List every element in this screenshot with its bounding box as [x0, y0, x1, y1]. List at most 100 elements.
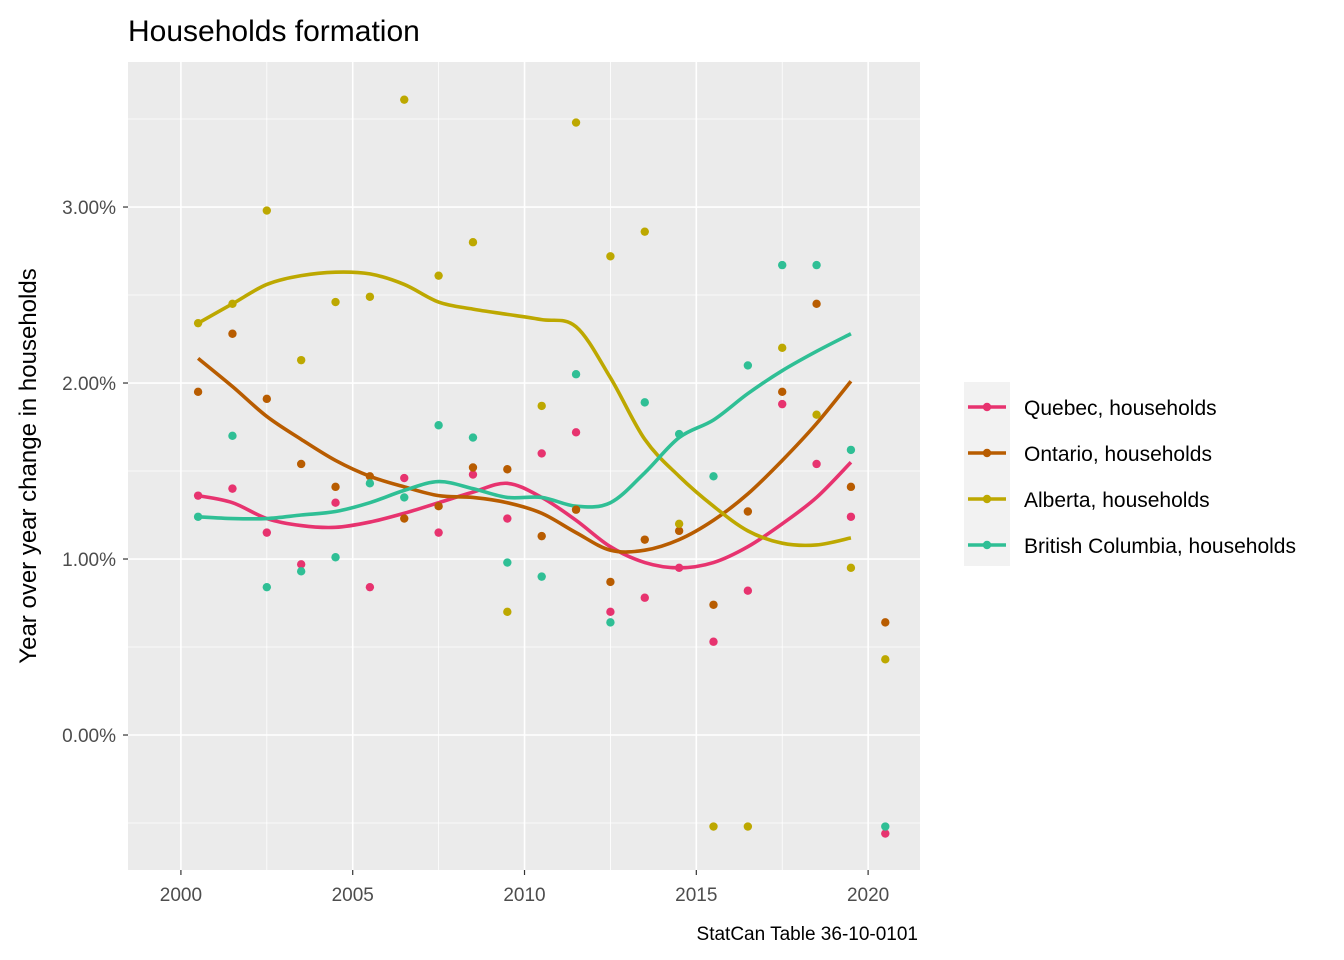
y-axis: 0.00% 1.00% 2.00% 3.00% [62, 198, 128, 747]
point-quebec [365, 582, 375, 592]
legend-key-point-ontario [982, 448, 992, 458]
point-alberta [674, 519, 684, 529]
legend-label-alberta: Alberta, households [1024, 489, 1210, 512]
point-quebec [846, 512, 856, 521]
point-british-columbia [709, 472, 718, 481]
point-alberta [262, 206, 272, 215]
legend: Quebec, households Ontario, households Alb… [964, 382, 1296, 566]
smooth-line-quebec [197, 460, 853, 570]
point-ontario [468, 463, 478, 472]
point-alberta [296, 355, 306, 365]
point-british-columbia [331, 553, 340, 562]
point-ontario [881, 618, 890, 627]
point-alberta [400, 95, 409, 104]
point-alberta [709, 822, 718, 831]
point-ontario [846, 482, 856, 492]
y-axis-label: Year over year change in households [15, 268, 42, 663]
point-ontario [537, 531, 546, 541]
smooth-lines [196, 270, 853, 570]
point-british-columbia [846, 445, 856, 455]
legend-key-point-quebec [982, 402, 992, 412]
y-tick-label: 0.00% [62, 726, 116, 747]
point-british-columbia [743, 361, 753, 370]
point-british-columbia [640, 398, 649, 407]
point-british-columbia [674, 429, 684, 439]
point-alberta [743, 822, 753, 831]
point-alberta [503, 607, 512, 617]
point-british-columbia [193, 512, 203, 521]
legend-label-quebec: Quebec, households [1024, 397, 1217, 420]
chart-title: Households formation [128, 15, 420, 48]
point-ontario [640, 535, 649, 544]
caption: StatCan Table 36-10-0101 [697, 924, 918, 945]
point-alberta [537, 401, 546, 411]
point-ontario [571, 505, 581, 514]
point-quebec [812, 459, 821, 469]
point-british-columbia [400, 493, 409, 502]
point-alberta [331, 297, 340, 307]
point-ontario [400, 514, 409, 523]
point-british-columbia [468, 433, 478, 442]
x-tick-label: 2005 [332, 885, 374, 906]
point-alberta [640, 227, 649, 236]
point-alberta [193, 318, 203, 328]
point-ontario [262, 394, 272, 404]
point-quebec [434, 528, 443, 537]
point-alberta [365, 292, 375, 301]
point-quebec [571, 428, 581, 437]
point-ontario [193, 387, 203, 397]
point-quebec [503, 514, 512, 523]
point-quebec [709, 637, 718, 646]
y-tick-label: 2.00% [62, 374, 116, 395]
data-points [193, 95, 890, 838]
point-ontario [674, 526, 684, 536]
point-ontario [331, 482, 340, 492]
point-ontario [228, 329, 237, 338]
point-british-columbia [434, 421, 443, 430]
legend-label-british-columbia: British Columbia, households [1024, 535, 1296, 558]
point-british-columbia [571, 370, 581, 379]
point-alberta [812, 410, 821, 419]
point-british-columbia [812, 260, 821, 270]
point-quebec [743, 586, 753, 595]
point-ontario [709, 600, 718, 609]
point-alberta [606, 252, 615, 261]
point-alberta [434, 271, 443, 280]
point-british-columbia [778, 260, 787, 270]
legend-key-point-alberta [982, 494, 992, 504]
point-ontario [296, 459, 306, 469]
legend-key-point-british-columbia [982, 540, 992, 550]
x-tick-label: 2020 [847, 885, 889, 906]
point-british-columbia [881, 822, 890, 831]
point-quebec [400, 473, 409, 483]
x-axis: 2000 2005 2010 2015 2020 [160, 870, 889, 906]
point-alberta [846, 563, 856, 573]
point-ontario [503, 465, 512, 474]
smooth-line-alberta [197, 270, 852, 548]
legend-key-background [964, 382, 1010, 566]
point-alberta [228, 299, 237, 309]
point-quebec [468, 470, 478, 479]
point-alberta [881, 655, 890, 664]
point-quebec [296, 560, 306, 569]
y-tick-label: 1.00% [62, 550, 116, 571]
point-british-columbia [537, 572, 546, 581]
x-tick-label: 2010 [503, 885, 545, 906]
point-british-columbia [606, 618, 615, 627]
point-british-columbia [228, 431, 237, 441]
point-alberta [468, 238, 478, 247]
grid [128, 62, 920, 870]
point-british-columbia [262, 582, 272, 592]
point-alberta [778, 343, 787, 353]
smooth-line-ontario [196, 356, 853, 554]
point-quebec [537, 449, 546, 458]
point-quebec [606, 607, 615, 617]
point-british-columbia [365, 479, 375, 488]
point-quebec [193, 491, 203, 500]
x-tick-label: 2000 [160, 885, 202, 906]
point-quebec [881, 829, 890, 838]
point-ontario [812, 299, 821, 309]
point-alberta [571, 118, 581, 127]
point-british-columbia [503, 558, 512, 567]
